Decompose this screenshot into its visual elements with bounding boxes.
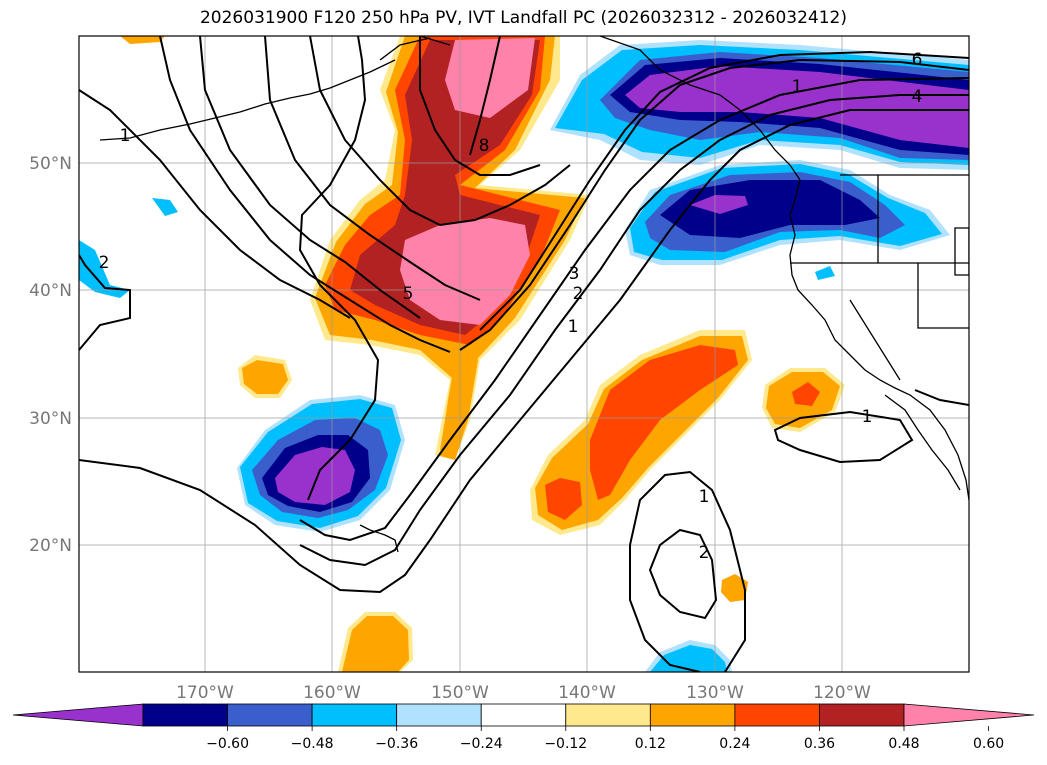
contour-8-inner <box>419 36 541 176</box>
x-tick-label: 120°W <box>813 683 871 703</box>
contour-3 <box>299 77 969 542</box>
contour-n-inner <box>469 36 501 156</box>
colorbar-segments <box>12 703 1035 727</box>
colorbar-ticks <box>227 726 989 731</box>
contour-se-1 <box>914 389 969 406</box>
shade-orange-tail <box>440 360 478 460</box>
x-tick-label: 170°W <box>176 683 234 703</box>
colorbar-extend-min <box>12 703 144 727</box>
colorbar-segment <box>480 703 567 727</box>
colorbar-tick-label: −0.48 <box>291 736 334 752</box>
colorbar-tick-label: 0.48 <box>888 736 919 752</box>
x-tick-labels: 170°W 160°W 150°W 140°W 130°W 120°W <box>176 683 871 703</box>
contour-labels: 1 2 8 5 3 2 1 6 4 1 1 1 2 <box>99 50 923 563</box>
x-tick-label: 160°W <box>303 683 361 703</box>
colorbar-segment <box>565 703 651 727</box>
island-ne <box>954 227 969 276</box>
x-tick-label: 150°W <box>431 683 489 703</box>
contour-label: 1 <box>120 126 131 146</box>
y-tick-label: 20°N <box>29 536 72 556</box>
shade-red-socal <box>792 382 820 406</box>
colorbar-segment <box>734 703 820 727</box>
contour-label: 8 <box>479 136 490 156</box>
y-tick-label: 30°N <box>29 409 72 429</box>
shade-lightblue-west <box>79 240 130 298</box>
contour-1-outer <box>79 109 969 594</box>
contour-label: 1 <box>862 407 873 427</box>
contour-4 <box>459 58 969 351</box>
shade-purple-pnw <box>690 195 748 214</box>
contour-trough-inner <box>199 36 421 319</box>
shade-red-subtrop <box>590 345 738 500</box>
colorbar-tick-label: 0.60 <box>973 736 1004 752</box>
contour-2 <box>299 94 969 567</box>
filled-contours <box>79 36 969 672</box>
contour-label: 4 <box>912 87 923 107</box>
state-border-4 <box>849 299 901 381</box>
shade-orange-nw-top <box>120 36 165 44</box>
contour-label: 1 <box>792 77 803 97</box>
shade-purple-subtrop <box>275 447 355 505</box>
shade-cyan-small-coast <box>815 266 835 280</box>
colorbar-tick-label: −0.60 <box>206 736 249 752</box>
contour-label: 2 <box>573 284 584 304</box>
colorbar-segment <box>311 703 398 727</box>
shade-blue-small-nw <box>152 198 178 216</box>
contour-label: 5 <box>403 284 414 304</box>
contour-west-2 <box>79 254 131 351</box>
contour-label: 2 <box>99 253 110 273</box>
contour-south-1 <box>629 470 746 672</box>
colorbar-tick-label: 0.36 <box>804 736 835 752</box>
contour-5 <box>298 36 380 501</box>
colorbar-segment <box>142 703 228 727</box>
contour-label: 1 <box>568 317 579 337</box>
hawaii <box>359 524 399 553</box>
colorbar-segment <box>649 703 736 727</box>
aleutian-chain <box>99 59 396 141</box>
colorbar-labels: −0.60 −0.48 −0.36 −0.24 −0.12 0.12 0.24 0.36 0.4… <box>206 736 1004 752</box>
contour-south-1b <box>629 545 701 672</box>
shade-orange-bottom2 <box>342 616 409 672</box>
contour-6 <box>479 50 969 331</box>
chart-title: 2026031900 F120 250 hPa PV, IVT Landfall… <box>199 8 847 28</box>
baja-coast <box>884 394 961 491</box>
map-frame <box>78 35 970 673</box>
state-border-3 <box>917 263 969 329</box>
contour-label: 1 <box>699 487 710 507</box>
colorbar-extend-max <box>903 703 1035 727</box>
shade-purple-ne <box>625 66 969 148</box>
contour-label: 6 <box>912 50 923 70</box>
contour-south-2 <box>648 528 718 620</box>
contour-8 <box>309 36 571 227</box>
gridlines <box>79 36 969 672</box>
colorbar-tick-label: −0.12 <box>544 736 587 752</box>
shade-orange-small-w2 <box>242 360 288 394</box>
colorbar: −0.60 −0.48 −0.36 −0.24 −0.12 0.12 0.24 0.36 0.4… <box>12 703 1035 752</box>
y-tick-labels: 50°N 40°N 30°N 20°N <box>29 154 72 556</box>
contour-label: 2 <box>699 543 710 563</box>
contour-label: 3 <box>569 264 580 284</box>
colorbar-tick-label: 0.12 <box>635 736 666 752</box>
y-tick-label: 40°N <box>29 281 72 301</box>
shade-red-subtrop-sw <box>545 478 582 520</box>
x-tick-label: 140°W <box>558 683 616 703</box>
contour-trough-mid <box>159 36 451 353</box>
shade-orange-small-s <box>721 574 748 602</box>
colorbar-tick-label: −0.36 <box>375 736 418 752</box>
shade-pink-south <box>400 218 530 325</box>
pv-contours <box>79 36 969 672</box>
colorbar-segment <box>819 703 905 727</box>
colorbar-tick-label: 0.24 <box>719 736 750 752</box>
contour-trough-left <box>79 89 351 319</box>
colorbar-segment <box>396 703 482 727</box>
colorbar-segment <box>227 703 313 727</box>
x-tick-label: 130°W <box>686 683 744 703</box>
contour-trough-inner2 <box>264 36 481 301</box>
contour-socal-1 <box>773 410 914 464</box>
colorbar-tick-label: −0.24 <box>460 736 503 752</box>
y-tick-label: 50°N <box>29 154 72 174</box>
